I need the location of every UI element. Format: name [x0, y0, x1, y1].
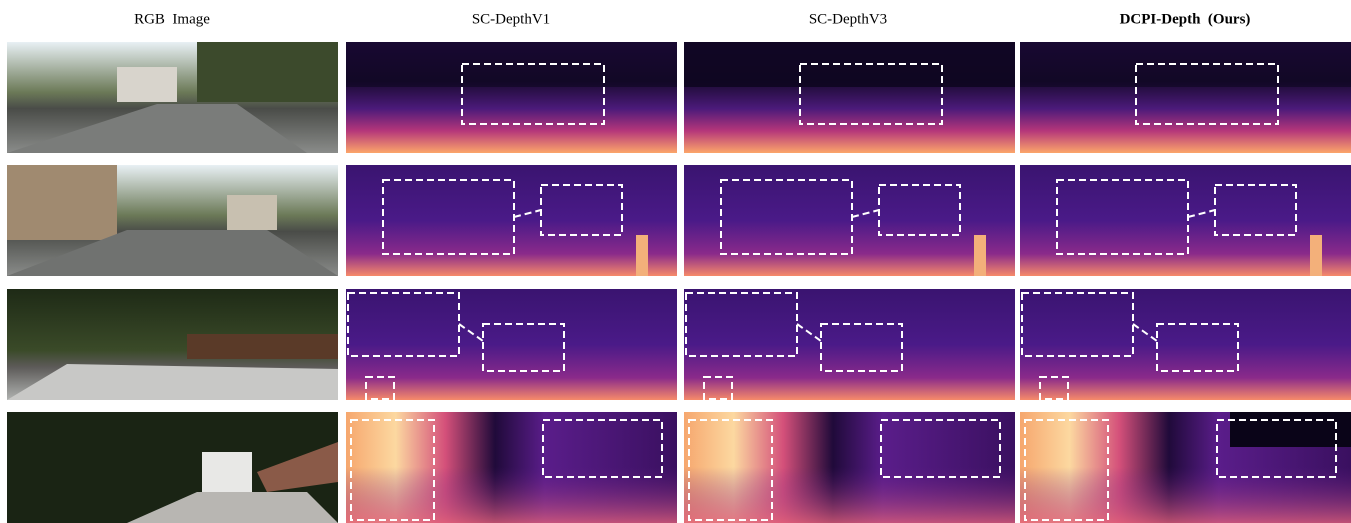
depth-floor — [346, 467, 677, 523]
depth-bg — [346, 289, 677, 400]
depth-map — [1020, 289, 1351, 400]
wall — [187, 334, 338, 359]
depth-bg — [684, 165, 1015, 276]
building — [117, 67, 177, 102]
depth-bg — [684, 289, 1015, 400]
building — [7, 165, 117, 240]
tree — [197, 42, 338, 102]
rgb-image — [7, 42, 338, 153]
depth-map — [1020, 412, 1351, 523]
column-header: RGB Image — [134, 11, 210, 27]
sky — [1230, 412, 1351, 447]
column-header: SC-DepthV3 — [809, 11, 887, 27]
depth-bg — [1020, 289, 1351, 400]
depth-map — [346, 412, 677, 523]
depth-floor — [1020, 467, 1351, 523]
depth-map — [346, 165, 677, 276]
depth-map — [684, 165, 1015, 276]
rgb-image — [7, 412, 338, 523]
rgb-image — [7, 289, 338, 400]
kiosk — [227, 195, 277, 230]
depth-map — [346, 289, 677, 400]
pole — [974, 235, 986, 276]
depth-map — [684, 412, 1015, 523]
figure: RGB Image SC-DepthV1 SC-DepthV3 DCPI-Dep… — [0, 0, 1351, 523]
depth-floor — [684, 467, 1015, 523]
depth-map — [684, 42, 1015, 153]
pole — [1310, 235, 1322, 276]
depth-bg — [1020, 165, 1351, 276]
depth-map — [346, 42, 677, 153]
garage — [202, 452, 252, 497]
column-header: SC-DepthV1 — [472, 11, 550, 27]
depth-map — [1020, 165, 1351, 276]
pole — [636, 235, 648, 276]
column-header: DCPI-Depth (Ours) — [1120, 11, 1251, 27]
depth-map — [1020, 42, 1351, 153]
depth-bg — [346, 165, 677, 276]
depth-map — [684, 289, 1015, 400]
rgb-image — [7, 165, 338, 276]
